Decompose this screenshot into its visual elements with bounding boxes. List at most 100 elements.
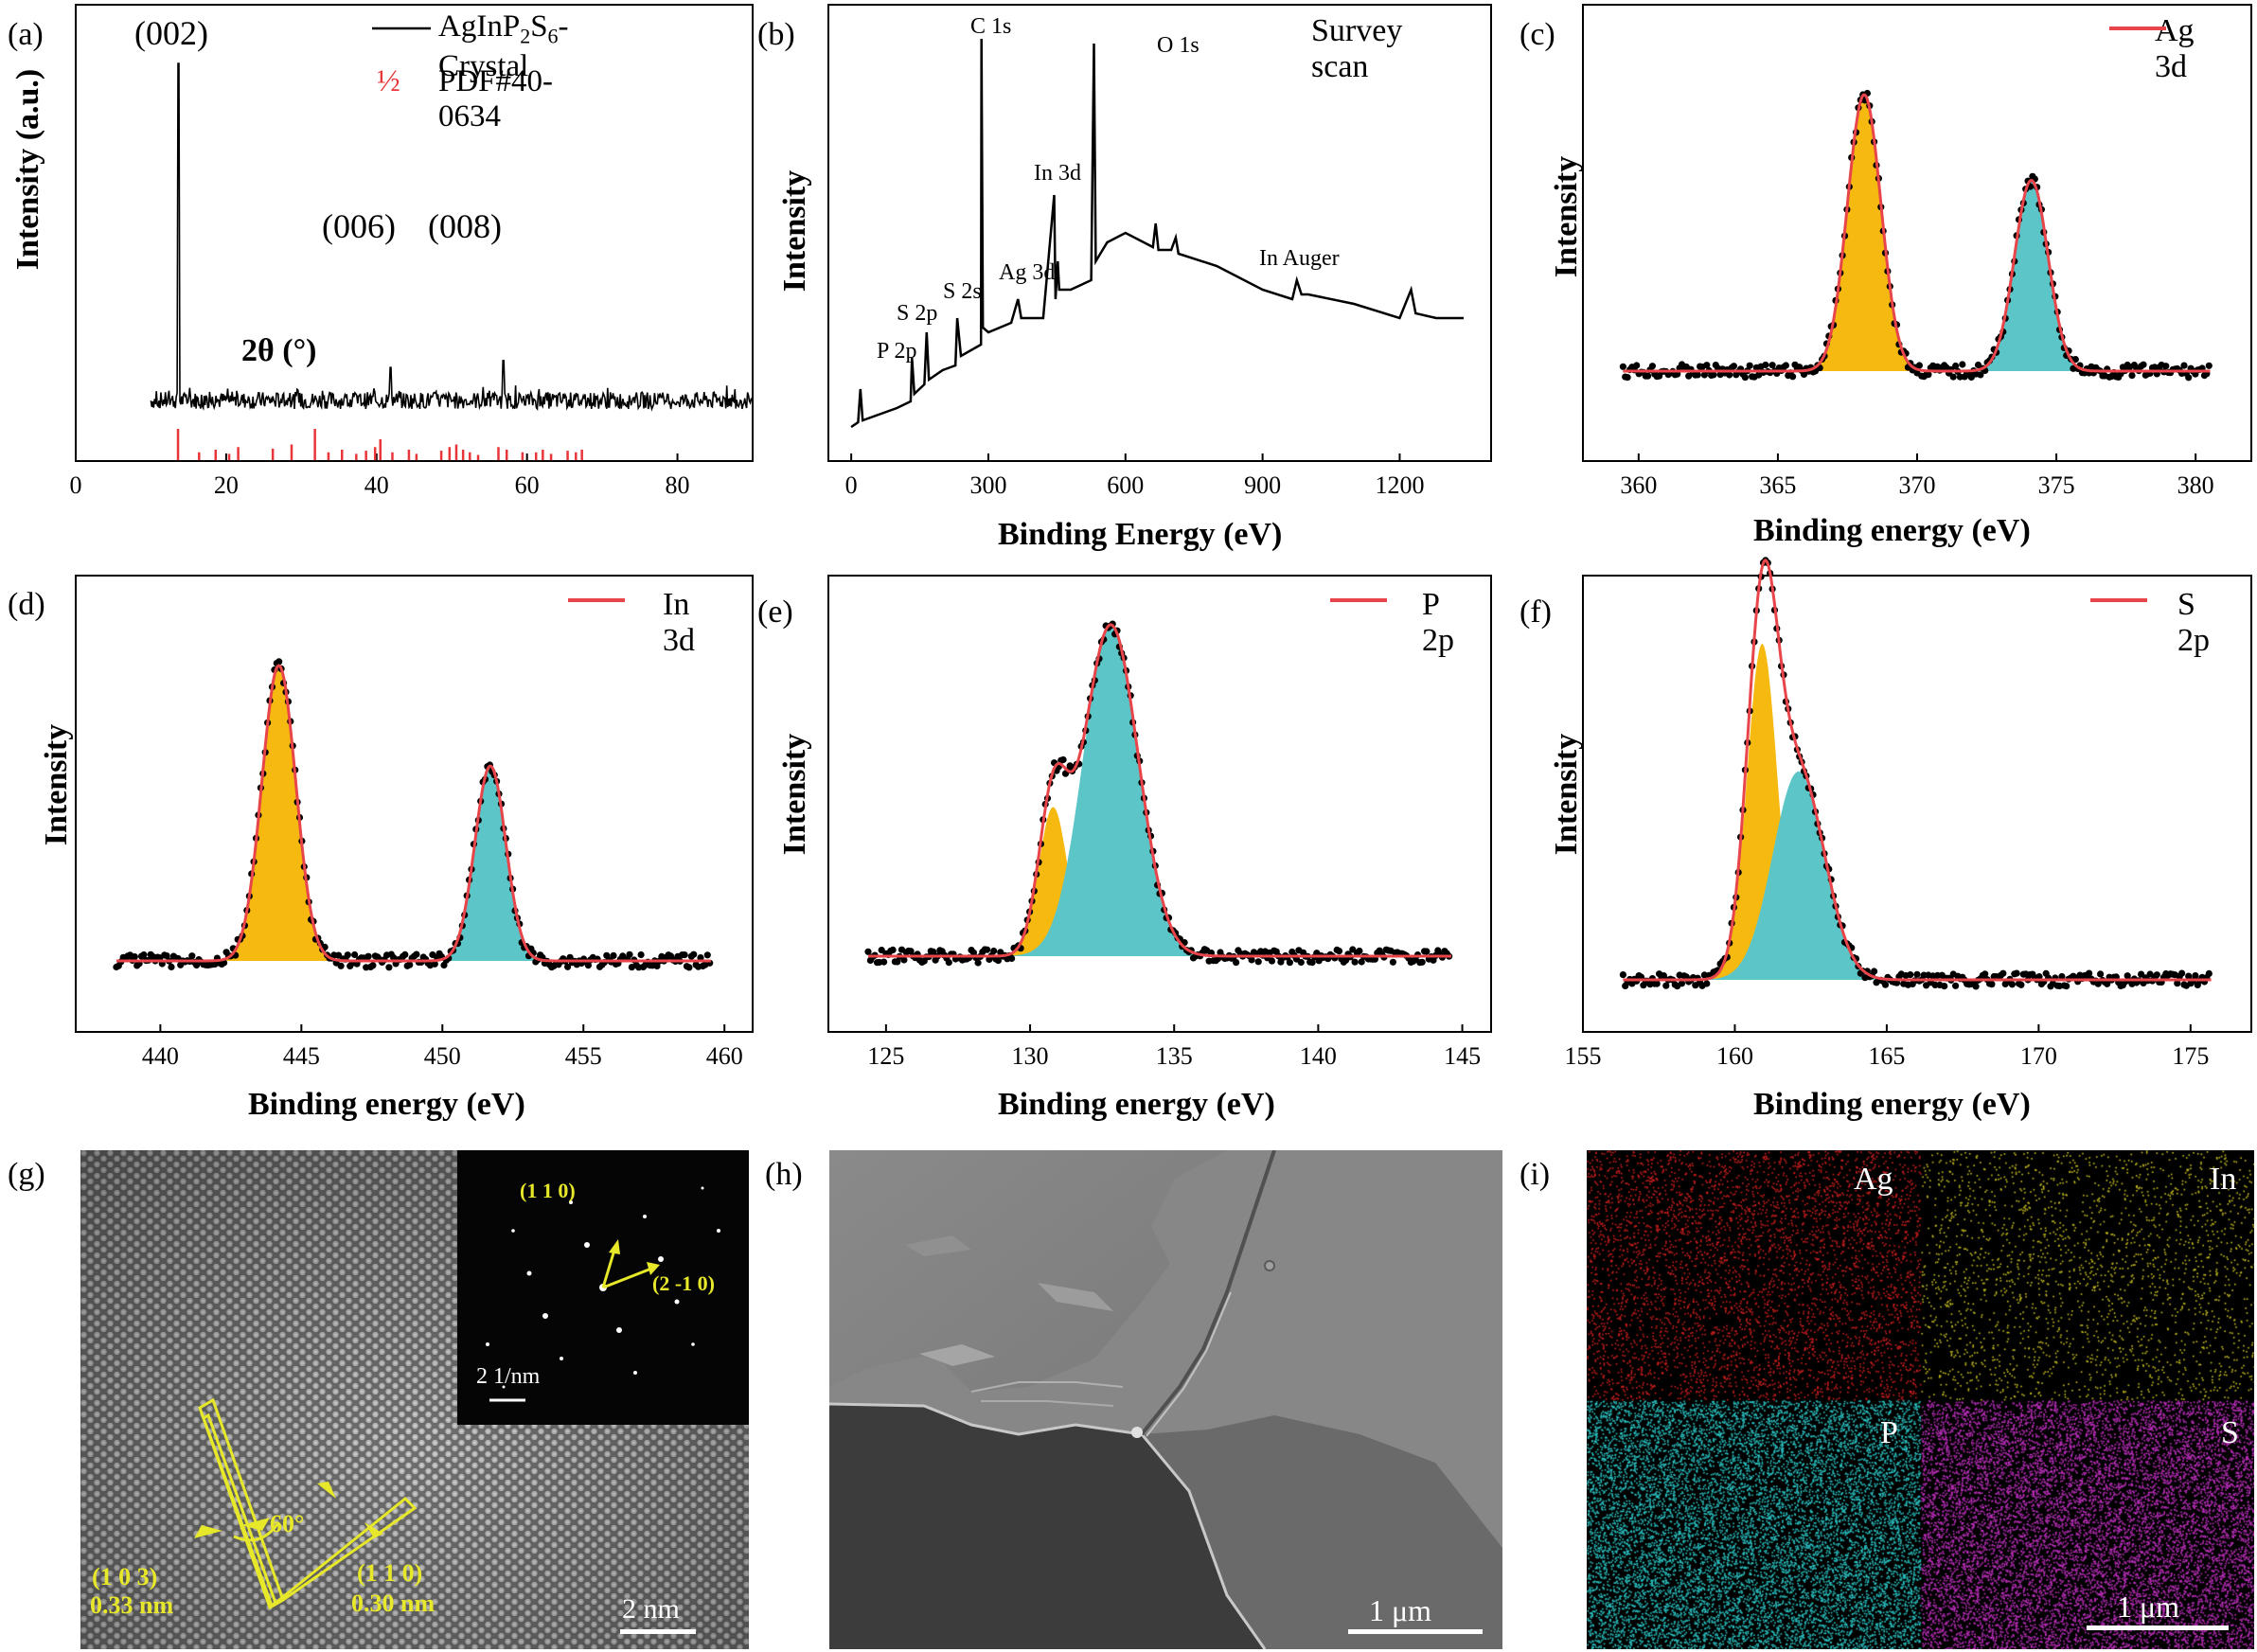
x-tick-label: 155 — [1565, 1042, 1602, 1070]
fft-inset: (1 1 0) (2 -1 0) 2 1/nm — [457, 1150, 749, 1425]
data-point — [131, 953, 138, 961]
data-point — [1907, 971, 1914, 979]
plane-label: (1 0 3) — [92, 1563, 158, 1590]
data-point — [1703, 980, 1711, 987]
panel-label: (a) — [8, 17, 44, 52]
xps-charts: 360 365 370 375 380 440 445 450 455 460 125 130 135 1… — [75, 4, 2252, 1070]
sem-image: 1 μm — [829, 1150, 1502, 1649]
eds-maps: Ag In P S 1 μm — [1587, 1150, 2254, 1649]
data-point — [364, 952, 372, 960]
x-axis-label: Binding energy (eV) — [1753, 1087, 2031, 1122]
data-point — [413, 950, 420, 958]
data-point — [1619, 971, 1626, 979]
data-point — [1762, 361, 1769, 369]
data-point — [1351, 958, 1359, 966]
scale-bar — [620, 1629, 696, 1634]
data-point — [2162, 363, 2170, 370]
x-tick-label: 170 — [2020, 1042, 2057, 1070]
data-point — [335, 951, 343, 959]
data-point — [610, 951, 617, 960]
data-point — [889, 946, 897, 954]
element-label: Ag — [1854, 1162, 1893, 1197]
scale-bar — [1348, 1629, 1483, 1634]
data-point — [2071, 356, 2079, 364]
d-spacing-label: 0.30 nm — [351, 1590, 435, 1617]
data-point — [1972, 983, 1980, 990]
survey-series — [850, 38, 1464, 429]
data-point — [2086, 969, 2093, 977]
legend-label: Survey scan — [1311, 13, 1403, 84]
legend-label: P 2p — [1422, 587, 1454, 658]
data-point — [900, 956, 908, 964]
data-point — [1949, 373, 1957, 381]
data-point — [2017, 981, 2025, 988]
data-point — [168, 963, 175, 970]
data-point — [188, 952, 196, 960]
data-point — [1308, 959, 1316, 967]
data-point — [878, 947, 885, 954]
data-point — [994, 957, 1002, 965]
data-point — [401, 950, 409, 959]
data-point — [1999, 969, 2007, 977]
x-tick-label: 370 — [1899, 471, 1936, 499]
fit-component — [1701, 644, 1823, 980]
x-tick-label: 80 — [666, 471, 690, 499]
data-point — [1008, 954, 1016, 963]
data-point — [564, 963, 572, 970]
data-point — [1059, 755, 1067, 764]
data-point — [2205, 362, 2213, 369]
x-tick-label: 460 — [706, 1042, 743, 1070]
fft-label: (2 -1 0) — [652, 1271, 715, 1295]
data-point — [984, 946, 991, 953]
peak-label: (002) — [134, 14, 208, 52]
x-tick-label: 900 — [1244, 471, 1281, 499]
data-point — [2035, 973, 2043, 981]
x-tick-label: 160 — [1716, 1042, 1753, 1070]
peak-annotation: O 1s — [1157, 33, 1200, 58]
x-tick-label: 300 — [969, 471, 1006, 499]
peak-annotation: In Auger — [1259, 246, 1340, 271]
eds-canvas — [1587, 1150, 2254, 1649]
x-tick-label: 140 — [1300, 1042, 1337, 1070]
data-point — [1358, 958, 1365, 966]
data-point — [344, 951, 351, 959]
angle-label: 60° — [270, 1510, 305, 1537]
data-point — [584, 962, 593, 969]
x-tick-label: 60 — [515, 471, 540, 499]
data-point — [2185, 972, 2193, 980]
axes-frame — [827, 575, 1492, 1033]
data-point — [1730, 363, 1737, 370]
data-point — [163, 952, 170, 960]
data-point — [351, 950, 359, 959]
x-tick-label: 1200 — [1375, 471, 1424, 499]
xrd-series — [150, 62, 754, 412]
data-point — [864, 948, 872, 955]
scale-bar-label: 1 μm — [2117, 1590, 2180, 1624]
data-point — [626, 950, 633, 958]
data-point — [2140, 361, 2147, 368]
data-point — [1644, 372, 1652, 380]
data-point — [1254, 958, 1262, 966]
data-point — [990, 947, 998, 955]
data-point — [690, 950, 698, 958]
data-point — [1633, 362, 1641, 369]
peak-annotation: P 2p — [877, 339, 916, 364]
peak-annotation: C 1s — [970, 14, 1011, 39]
data-point — [369, 962, 377, 969]
legend-ref-symbol: ½ — [377, 64, 400, 98]
data-point — [1913, 970, 1921, 978]
hrtem-image: 60° (1 0 3) 0.33 nm (1 1 0) 0.30 nm 2 nm — [80, 1150, 749, 1649]
panel-label: (h) — [765, 1157, 803, 1192]
angle-arc — [233, 1523, 279, 1542]
fit-component — [1964, 180, 2099, 371]
x-axis-label: Binding energy (eV) — [248, 1087, 525, 1122]
fit-component — [995, 807, 1111, 956]
peak-annotation: S 2p — [897, 301, 937, 326]
x-tick-label: 135 — [1156, 1042, 1193, 1070]
data-point — [1703, 362, 1711, 369]
axes-frame — [1582, 575, 2252, 1033]
axes-frame — [75, 4, 754, 462]
data-point — [275, 658, 283, 666]
d-spacing-label: 0.33 nm — [90, 1591, 174, 1619]
element-label: P — [1880, 1415, 1898, 1450]
